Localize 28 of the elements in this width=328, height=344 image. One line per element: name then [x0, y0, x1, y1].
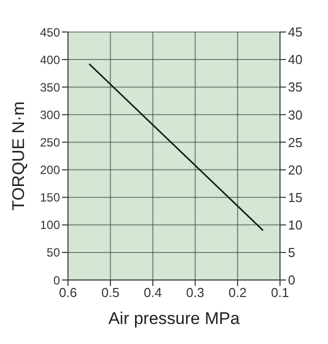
y-tick-label: 100: [40, 218, 60, 232]
x-tick-label: 0.6: [58, 285, 78, 300]
x-tick-label: 0.4: [144, 285, 162, 300]
y-tick-label: 200: [40, 163, 60, 178]
y-tick-label: 0: [53, 273, 60, 288]
y-tick-label: 400: [40, 52, 60, 67]
y2-tick-label: 15: [288, 190, 302, 205]
x-tick-label: 0.2: [228, 285, 247, 300]
y-axis-title: TORQUE N·m: [9, 101, 28, 211]
y-tick-label: 50: [46, 246, 60, 260]
y-tick-label: 350: [40, 80, 60, 94]
x-tick-label: 0.5: [101, 285, 120, 300]
y2-tick-label: 35: [288, 80, 302, 95]
y2-tick-label: 0: [288, 272, 296, 288]
y2-tick-label: 20: [288, 162, 302, 178]
y-tick-label: 150: [40, 190, 60, 205]
y2-tick-label: 10: [288, 218, 302, 233]
y-tick-label: 250: [40, 135, 60, 150]
y-tick-label: 300: [40, 108, 60, 122]
y2-tick-label: 30: [288, 107, 302, 122]
y-tick-label: 450: [40, 25, 60, 40]
x-tick-label: 0.1: [270, 285, 290, 300]
y2-tick-label: 25: [288, 134, 302, 150]
y2-tick-label: 5: [288, 245, 296, 260]
x-axis-title: Air pressure MPa: [108, 309, 240, 328]
y2-tick-label: 45: [288, 24, 302, 40]
y2-tick-label: 40: [288, 52, 302, 68]
x-tick-label: 0.3: [186, 285, 204, 300]
